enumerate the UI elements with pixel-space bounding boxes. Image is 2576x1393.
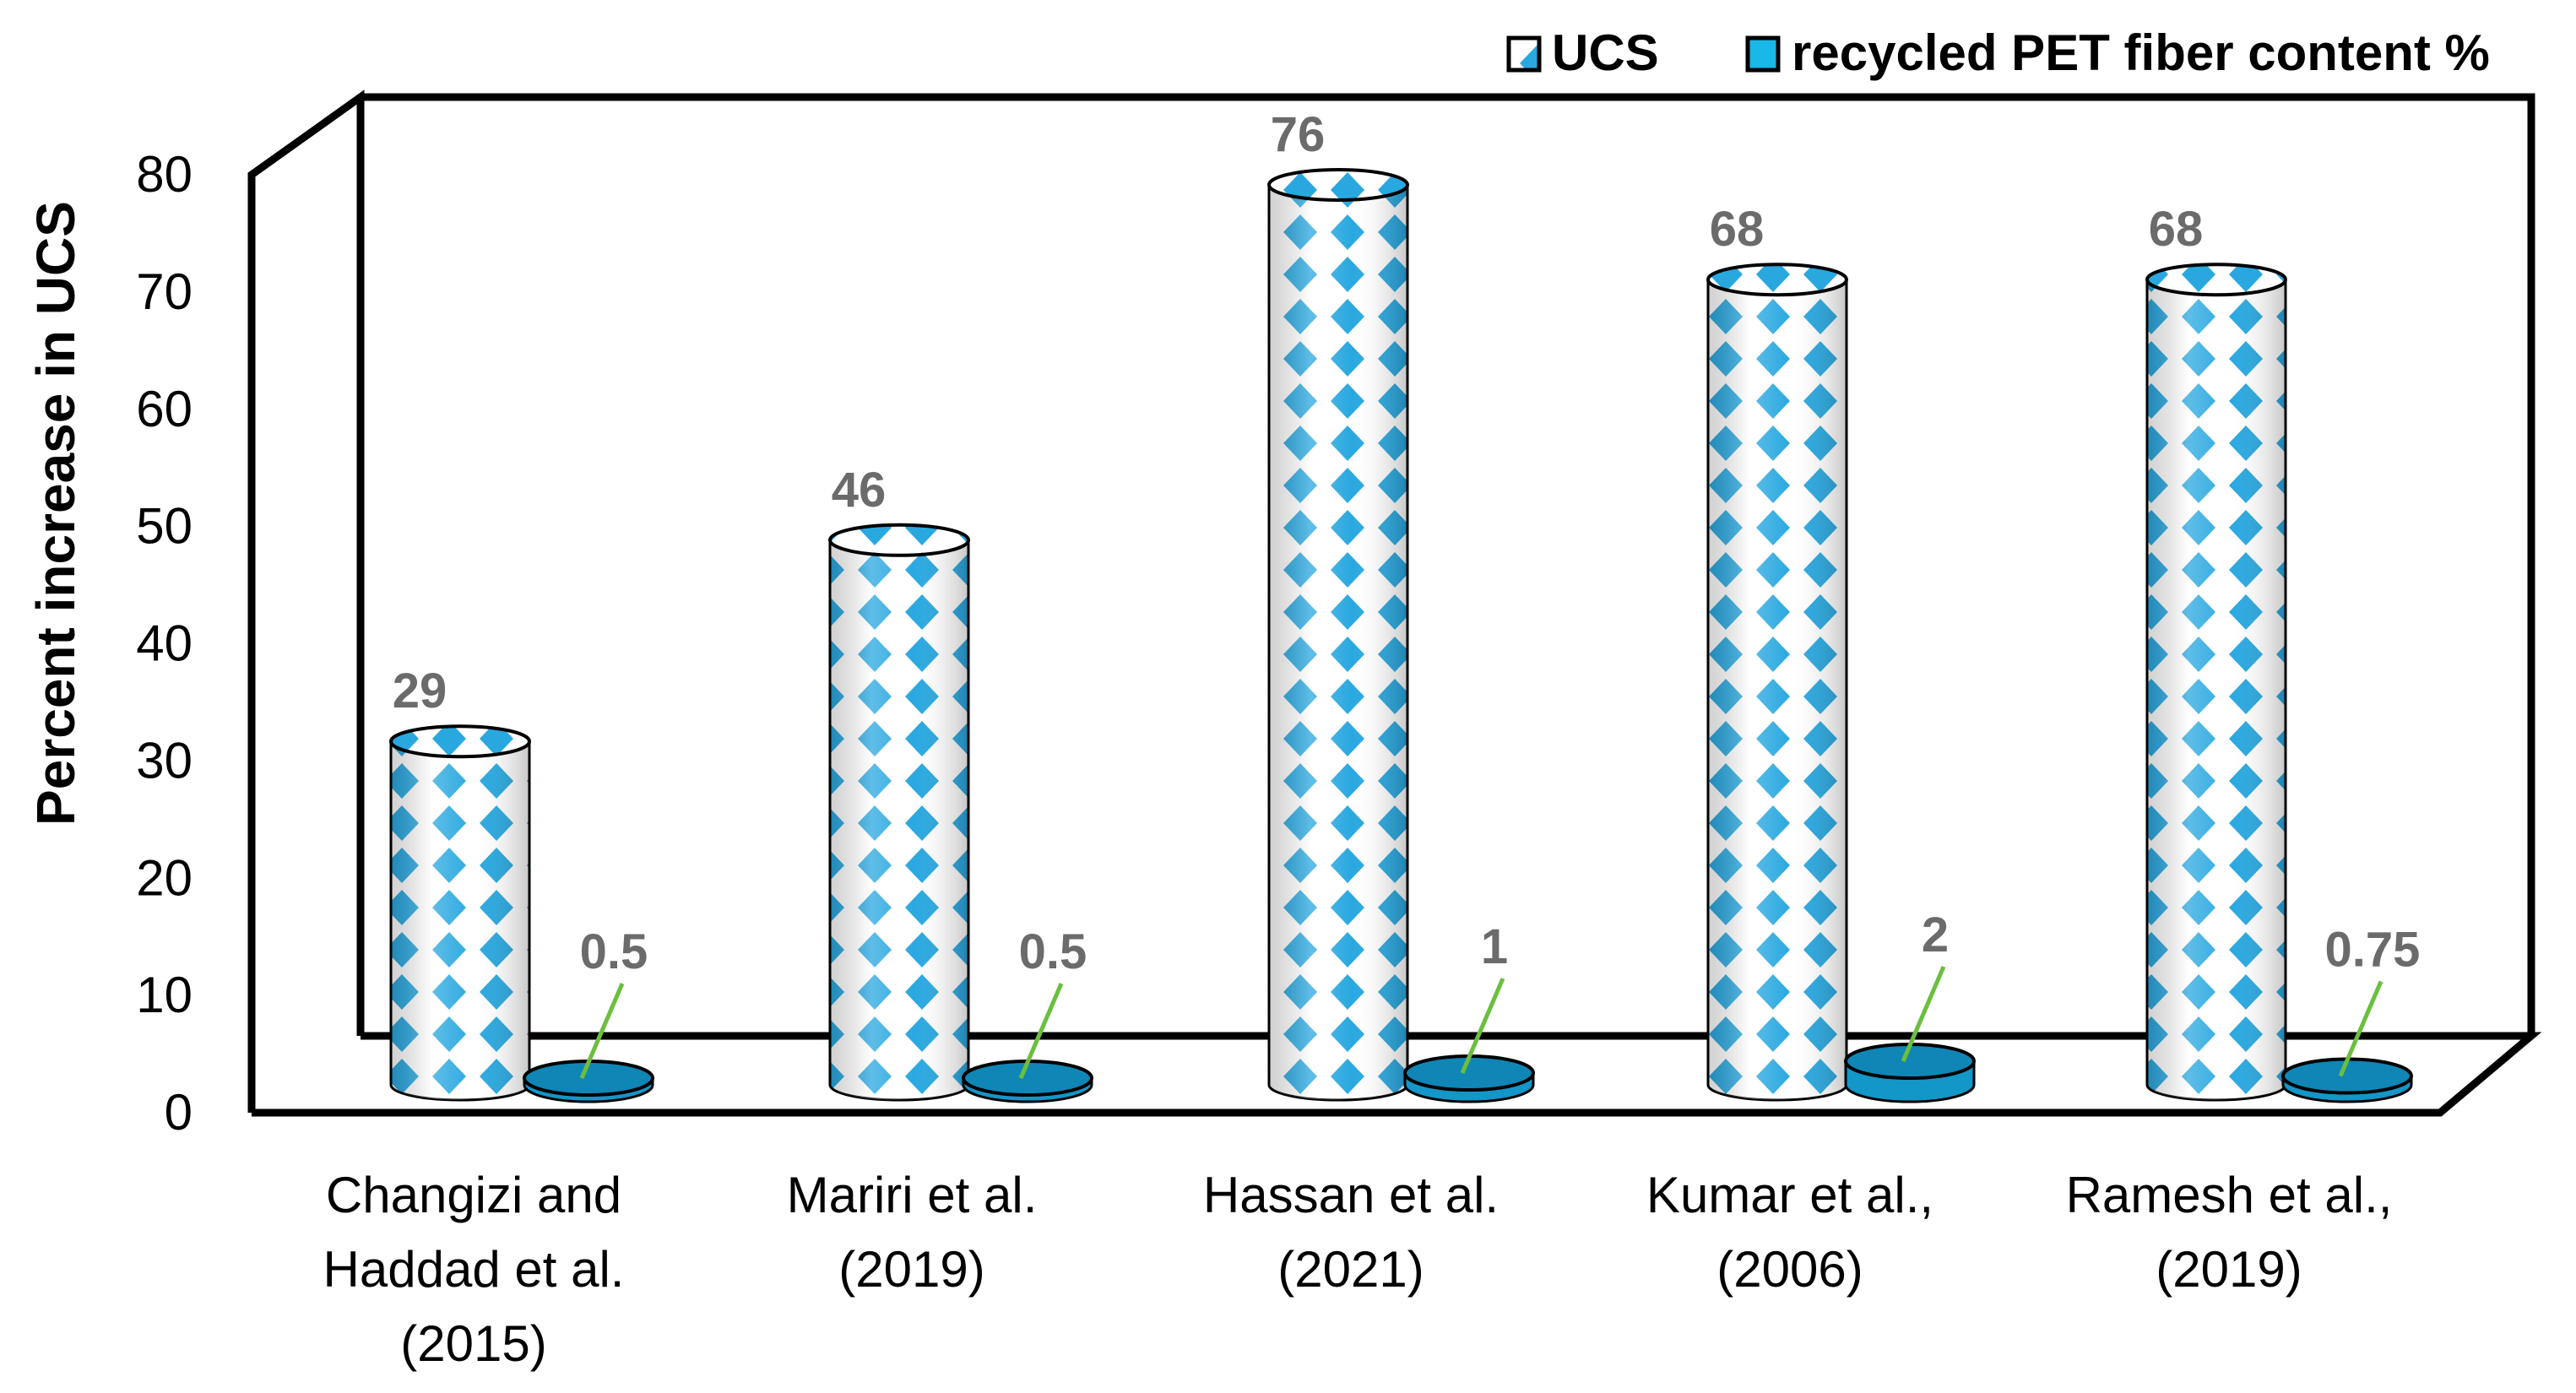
ucs-bar (1706, 263, 1848, 1102)
floor (252, 1032, 2542, 1117)
y-axis-ticks: 0 10 20 30 40 50 60 70 80 (136, 146, 193, 1141)
ucs-bar-top (389, 724, 531, 759)
x-category-line: Ramesh et al., (2066, 1167, 2393, 1223)
left-wall (247, 89, 365, 1113)
x-category-label: Changizi and Haddad et al. (2015) (323, 1167, 625, 1372)
ucs-bar-shade (1269, 185, 1407, 1100)
y-tick-label: 10 (136, 967, 193, 1023)
ucs-bar (2145, 263, 2287, 1102)
y-tick-label: 40 (136, 615, 193, 672)
pet-value-label: 2 (1922, 908, 1949, 962)
ucs-value-label: 29 (393, 664, 447, 718)
y-tick-label: 50 (136, 498, 193, 555)
pet-leader-line (2338, 980, 2383, 1077)
ucs-bar-top (1706, 263, 1848, 297)
pet-leader-line (1901, 966, 1946, 1062)
ucs-bar-top (1267, 168, 1409, 202)
ucs-bar-shade (2147, 279, 2286, 1100)
chart-frame (247, 89, 2542, 1117)
legend-label-pet: recycled PET fiber content % (1792, 24, 2490, 81)
y-axis-label: Percent increase in UCS (25, 201, 86, 826)
ucs-value-label: 68 (2149, 202, 2204, 257)
y-tick-label: 30 (136, 732, 193, 789)
pet-bar (2281, 1057, 2413, 1103)
x-category-label: Hassan et al. (2021) (1203, 1167, 1499, 1298)
pet-value-label: 0.5 (580, 924, 648, 979)
legend-item-pet: recycled PET fiber content % (1745, 24, 2490, 81)
x-category-line: (2019) (838, 1241, 984, 1298)
pet-bar (1403, 1054, 1535, 1103)
pet-bar (962, 1060, 1093, 1103)
x-category-label: Kumar et al., (2006) (1646, 1167, 1933, 1298)
ucs-bar-top (2145, 263, 2287, 297)
x-category-line: (2015) (400, 1315, 546, 1372)
pet-value-label: 0.75 (2325, 923, 2421, 978)
y-tick-label: 70 (136, 263, 193, 320)
ucs-value-label: 46 (832, 463, 887, 518)
x-category-line: (2006) (1716, 1241, 1863, 1298)
x-category-line: Hassan et al. (1203, 1167, 1499, 1223)
y-tick-label: 60 (136, 381, 193, 437)
x-category-label: Mariri et al. (2019) (787, 1167, 1038, 1298)
bars: 29 46 76 68 68 0.5 0.5 1 2 0.75 (389, 107, 2421, 1103)
pet-leader-line (1460, 978, 1505, 1074)
back-wall (361, 93, 2535, 1036)
legend: UCS recycled PET fiber content % (1506, 24, 2490, 81)
x-category-line: Changizi and (326, 1167, 621, 1223)
pet-value-label: 0.5 (1019, 924, 1087, 979)
x-category-label: Ramesh et al., (2019) (2066, 1167, 2393, 1298)
x-category-line: Kumar et al., (1646, 1167, 1933, 1223)
ucs-value-label: 76 (1271, 107, 1326, 162)
pet-leader-line (579, 983, 625, 1079)
legend-label-ucs: UCS (1552, 24, 1659, 81)
ucs-bar-top (828, 523, 970, 557)
x-category-line: Haddad et al. (323, 1241, 625, 1298)
x-axis-labels: Changizi and Haddad et al. (2015) Mariri et… (323, 1167, 2393, 1372)
ucs-bar-shade (830, 539, 968, 1100)
ucs-bar (1267, 168, 1409, 1102)
y-tick-label: 80 (136, 146, 193, 203)
legend-swatch-pet (1745, 35, 1781, 73)
ucs-value-label: 68 (1710, 202, 1765, 257)
pet-leader-line (1018, 983, 1064, 1079)
legend-item-ucs: UCS (1506, 24, 1659, 81)
pet-bar (1844, 1043, 1976, 1103)
x-category-line: Mariri et al. (787, 1167, 1038, 1223)
ucs-bar (828, 523, 970, 1102)
y-tick-label: 0 (165, 1084, 193, 1141)
x-category-line: (2019) (2156, 1241, 2302, 1298)
pet-value-label: 1 (1481, 919, 1508, 974)
x-category-line: (2021) (1277, 1241, 1424, 1298)
ucs-bar (389, 724, 531, 1102)
legend-swatch-ucs (1506, 35, 1542, 73)
ucs-bar-shade (391, 741, 529, 1100)
ucs-bar-shade (1708, 279, 1847, 1100)
y-tick-label: 20 (136, 849, 193, 906)
